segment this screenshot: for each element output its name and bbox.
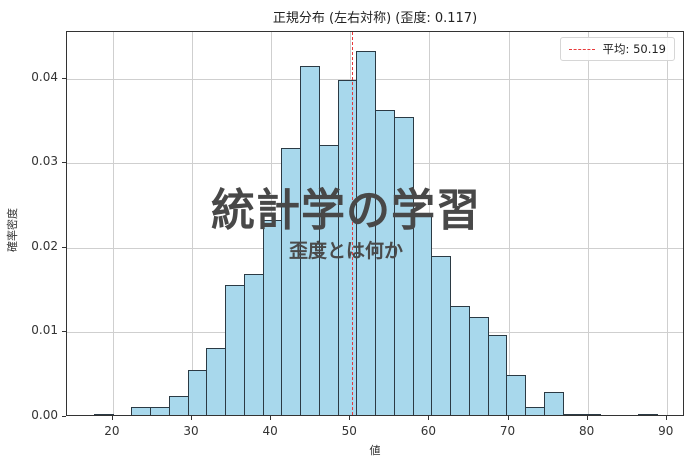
histogram-bar [93, 413, 114, 415]
histogram-bar [525, 406, 545, 415]
histogram-bar [468, 317, 489, 415]
x-tick-mark [428, 416, 430, 420]
grid-line-vertical [508, 32, 510, 415]
x-tick-label: 40 [262, 424, 278, 438]
histogram-bar [506, 374, 527, 415]
y-tick-label: 0.00 [31, 408, 58, 422]
histogram-bar [543, 392, 564, 415]
plot-area: 平均: 50.19 [66, 31, 684, 416]
x-tick-mark [665, 416, 667, 420]
x-axis-label: 値 [369, 444, 381, 457]
legend-dashed-line-icon [568, 48, 595, 50]
overlay-subtitle: 歪度とは何か [288, 240, 403, 262]
y-tick-mark [62, 162, 66, 164]
x-tick-label: 80 [579, 424, 595, 438]
histogram-bar [637, 413, 658, 415]
grid-line-vertical [666, 32, 668, 415]
x-tick-mark [507, 416, 509, 420]
x-tick-mark [270, 416, 272, 420]
legend-label: 平均: 50.19 [602, 42, 666, 56]
mean-line [351, 32, 353, 415]
x-tick-label: 90 [658, 424, 674, 438]
y-tick-mark [62, 77, 66, 79]
histogram-bar [187, 370, 208, 415]
histogram-bar [206, 348, 227, 415]
chart-title: 正規分布 (左右対称) (歪度: 0.117) [272, 11, 478, 26]
x-tick-label: 70 [499, 424, 516, 438]
x-tick-mark [191, 416, 193, 420]
histogram-bar [131, 406, 152, 415]
y-tick-mark [62, 416, 66, 417]
histogram-bar [243, 274, 264, 415]
grid-line-vertical [192, 32, 194, 415]
x-tick-mark [349, 416, 351, 420]
x-tick-label: 30 [183, 424, 199, 438]
x-tick-mark [586, 416, 588, 420]
x-tick-mark [111, 416, 113, 420]
y-tick-mark [62, 331, 66, 333]
histogram-bar [225, 285, 245, 415]
x-tick-label: 20 [104, 424, 120, 438]
y-tick-label: 0.01 [31, 323, 58, 338]
y-tick-label: 0.04 [31, 69, 58, 84]
histogram-bar [168, 395, 189, 415]
y-tick-mark [62, 246, 66, 248]
histogram-bar [431, 256, 452, 415]
histogram-bar [562, 413, 583, 415]
y-tick-label: 0.03 [31, 154, 58, 169]
histogram-bar [150, 406, 170, 415]
grid-line-vertical [587, 32, 589, 415]
histogram-bar [393, 116, 414, 415]
histogram-bar [487, 334, 508, 415]
y-tick-label: 0.02 [31, 238, 58, 253]
x-tick-label: 60 [420, 424, 437, 438]
histogram-bar [581, 413, 602, 415]
grid-line-vertical [112, 32, 114, 415]
x-tick-label: 50 [341, 424, 357, 438]
legend: 平均: 50.19 [559, 37, 675, 61]
histogram-bar [450, 306, 470, 415]
overlay-title: 統計学の学習 [211, 185, 481, 236]
